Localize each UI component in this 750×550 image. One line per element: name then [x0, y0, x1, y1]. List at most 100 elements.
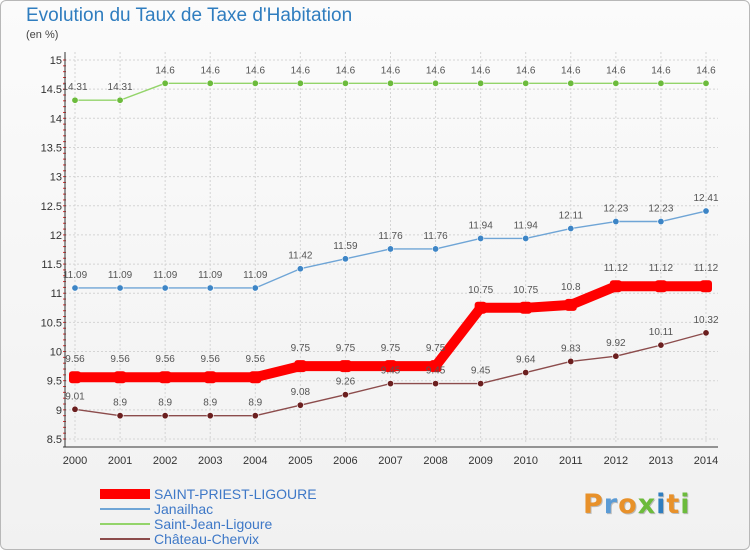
data-label-0: 9.75	[291, 343, 311, 354]
data-point-0	[564, 298, 577, 311]
data-point-2	[71, 96, 79, 104]
data-point-0	[204, 371, 217, 384]
data-label-1: 12.11	[559, 211, 584, 222]
data-label-2: 14.31	[108, 82, 133, 93]
data-point-1	[71, 284, 79, 292]
data-point-2	[386, 79, 394, 87]
chart-title: Evolution du Taux de Taxe d'Habitation	[26, 5, 353, 26]
data-label-3: 8.9	[203, 398, 217, 409]
chart-unit-label: (en %)	[26, 29, 59, 41]
data-point-3	[71, 405, 79, 413]
legend-label: Saint-Jean-Ligoure	[154, 515, 273, 532]
data-point-2	[296, 79, 304, 87]
x-tick-label: 2006	[333, 455, 357, 467]
data-label-2: 14.6	[471, 65, 491, 76]
data-point-1	[612, 218, 620, 226]
legend-item: Château-Chervix	[100, 531, 259, 547]
data-point-2	[567, 79, 575, 87]
data-label-0: 11.12	[604, 263, 629, 274]
data-point-1	[386, 245, 394, 253]
data-label-2: 14.6	[516, 65, 536, 76]
data-label-1: 11.09	[153, 270, 178, 281]
x-tick-label: 2005	[288, 455, 312, 467]
data-point-3	[251, 412, 259, 420]
legend-item: SAINT-PRIEST-LIGOURE	[100, 485, 317, 502]
data-label-1: 12.41	[693, 193, 718, 204]
y-tick-label: 12.5	[41, 201, 62, 213]
legend-swatch	[100, 507, 150, 510]
data-label-3: 9.08	[291, 387, 311, 398]
y-tick-label: 8.5	[47, 434, 62, 446]
data-point-1	[432, 245, 440, 253]
data-point-1	[296, 265, 304, 273]
x-tick-label: 2000	[63, 455, 87, 467]
data-label-1: 11.09	[198, 270, 223, 281]
data-point-1	[251, 284, 259, 292]
data-point-2	[341, 79, 349, 87]
data-label-2: 14.6	[246, 65, 266, 76]
data-point-1	[161, 284, 169, 292]
data-label-3: 8.9	[158, 398, 172, 409]
data-point-2	[432, 79, 440, 87]
data-point-2	[251, 79, 259, 87]
data-label-3: 8.9	[113, 398, 127, 409]
x-tick-label: 2008	[423, 455, 447, 467]
data-label-1: 11.59	[333, 241, 358, 252]
legend-swatch	[100, 522, 150, 525]
data-point-1	[522, 234, 530, 242]
data-label-2: 14.6	[606, 65, 626, 76]
data-point-2	[657, 79, 665, 87]
data-point-0	[249, 371, 262, 384]
data-point-3	[612, 352, 620, 360]
data-point-0	[339, 360, 352, 373]
data-label-0: 11.12	[694, 263, 719, 274]
legend-label: Janailhac	[154, 500, 214, 517]
data-point-0	[609, 280, 622, 293]
data-point-0	[114, 371, 127, 384]
y-tick-label: 9	[56, 405, 62, 417]
y-tick-label: 11	[51, 288, 62, 300]
data-point-3	[341, 391, 349, 399]
y-tick-label: 13.5	[41, 142, 62, 154]
data-label-2: 14.6	[155, 65, 175, 76]
data-point-0	[159, 371, 172, 384]
y-tick-label: 13	[50, 172, 62, 184]
data-point-2	[206, 79, 214, 87]
data-label-1: 12.23	[648, 204, 673, 215]
data-label-0: 10.8	[561, 282, 581, 293]
data-label-0: 9.56	[200, 354, 220, 365]
data-label-3: 9.64	[516, 355, 536, 366]
data-point-3	[522, 369, 530, 377]
data-label-0: 9.56	[65, 354, 85, 365]
data-label-1: 11.09	[243, 270, 268, 281]
data-label-2: 14.6	[561, 65, 581, 76]
data-label-3: 9.26	[336, 377, 356, 388]
data-label-1: 11.42	[288, 251, 313, 262]
x-tick-label: 2012	[604, 455, 628, 467]
data-point-1	[657, 218, 665, 226]
data-label-3: 9.45	[381, 366, 401, 377]
data-point-3	[567, 357, 575, 365]
data-point-3	[116, 412, 124, 420]
data-label-3: 10.32	[693, 315, 718, 326]
x-tick-label: 2004	[243, 455, 267, 467]
data-point-3	[432, 380, 440, 388]
legend-item: Saint-Jean-Ligoure	[100, 515, 273, 532]
data-label-2: 14.31	[62, 82, 87, 93]
data-label-2: 14.6	[651, 65, 671, 76]
data-point-1	[341, 255, 349, 263]
x-tick-label: 2013	[649, 455, 673, 467]
data-label-3: 9.83	[561, 343, 581, 354]
data-label-1: 11.94	[514, 220, 539, 231]
data-label-3: 9.92	[606, 338, 626, 349]
x-tick-label: 2011	[559, 455, 583, 467]
data-label-2: 14.6	[200, 65, 220, 76]
data-label-0: 9.75	[336, 343, 356, 354]
data-point-3	[206, 412, 214, 420]
data-label-0: 11.12	[649, 263, 674, 274]
data-point-0	[474, 301, 487, 314]
data-point-2	[612, 79, 620, 87]
data-label-0: 9.75	[381, 343, 401, 354]
legend-label: SAINT-PRIEST-LIGOURE	[154, 485, 317, 502]
